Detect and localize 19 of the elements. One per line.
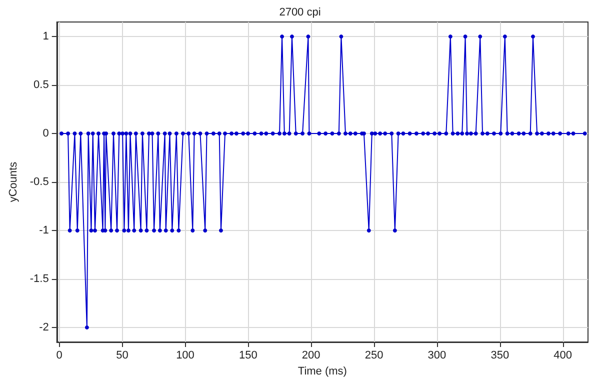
chart-title: 2700 cpi: [279, 6, 321, 18]
x-tick-label: 300: [428, 350, 446, 362]
x-tick-label: 400: [554, 350, 572, 362]
y-axis-title: yCounts: [8, 161, 20, 202]
y-tick-label: -2: [39, 321, 49, 334]
y-tick-label: -1.5: [30, 272, 49, 285]
y-tick-label: 1: [42, 30, 49, 43]
x-tick-label: 200: [302, 350, 320, 362]
x-tick-label: 350: [490, 350, 510, 362]
x-tick-label: 0: [56, 350, 62, 362]
x-tick-label: 150: [238, 350, 258, 362]
x-axis-title: Time (ms): [298, 365, 347, 378]
y-tick-label: 0.5: [34, 79, 49, 92]
y-tick-label: -1: [39, 224, 49, 236]
x-tick-label: 250: [364, 350, 384, 362]
x-tick-label: 100: [176, 350, 194, 362]
y-tick-label: -0.5: [30, 176, 49, 188]
y-tick-label: 0: [42, 128, 49, 140]
x-tick-label: 50: [116, 350, 128, 362]
